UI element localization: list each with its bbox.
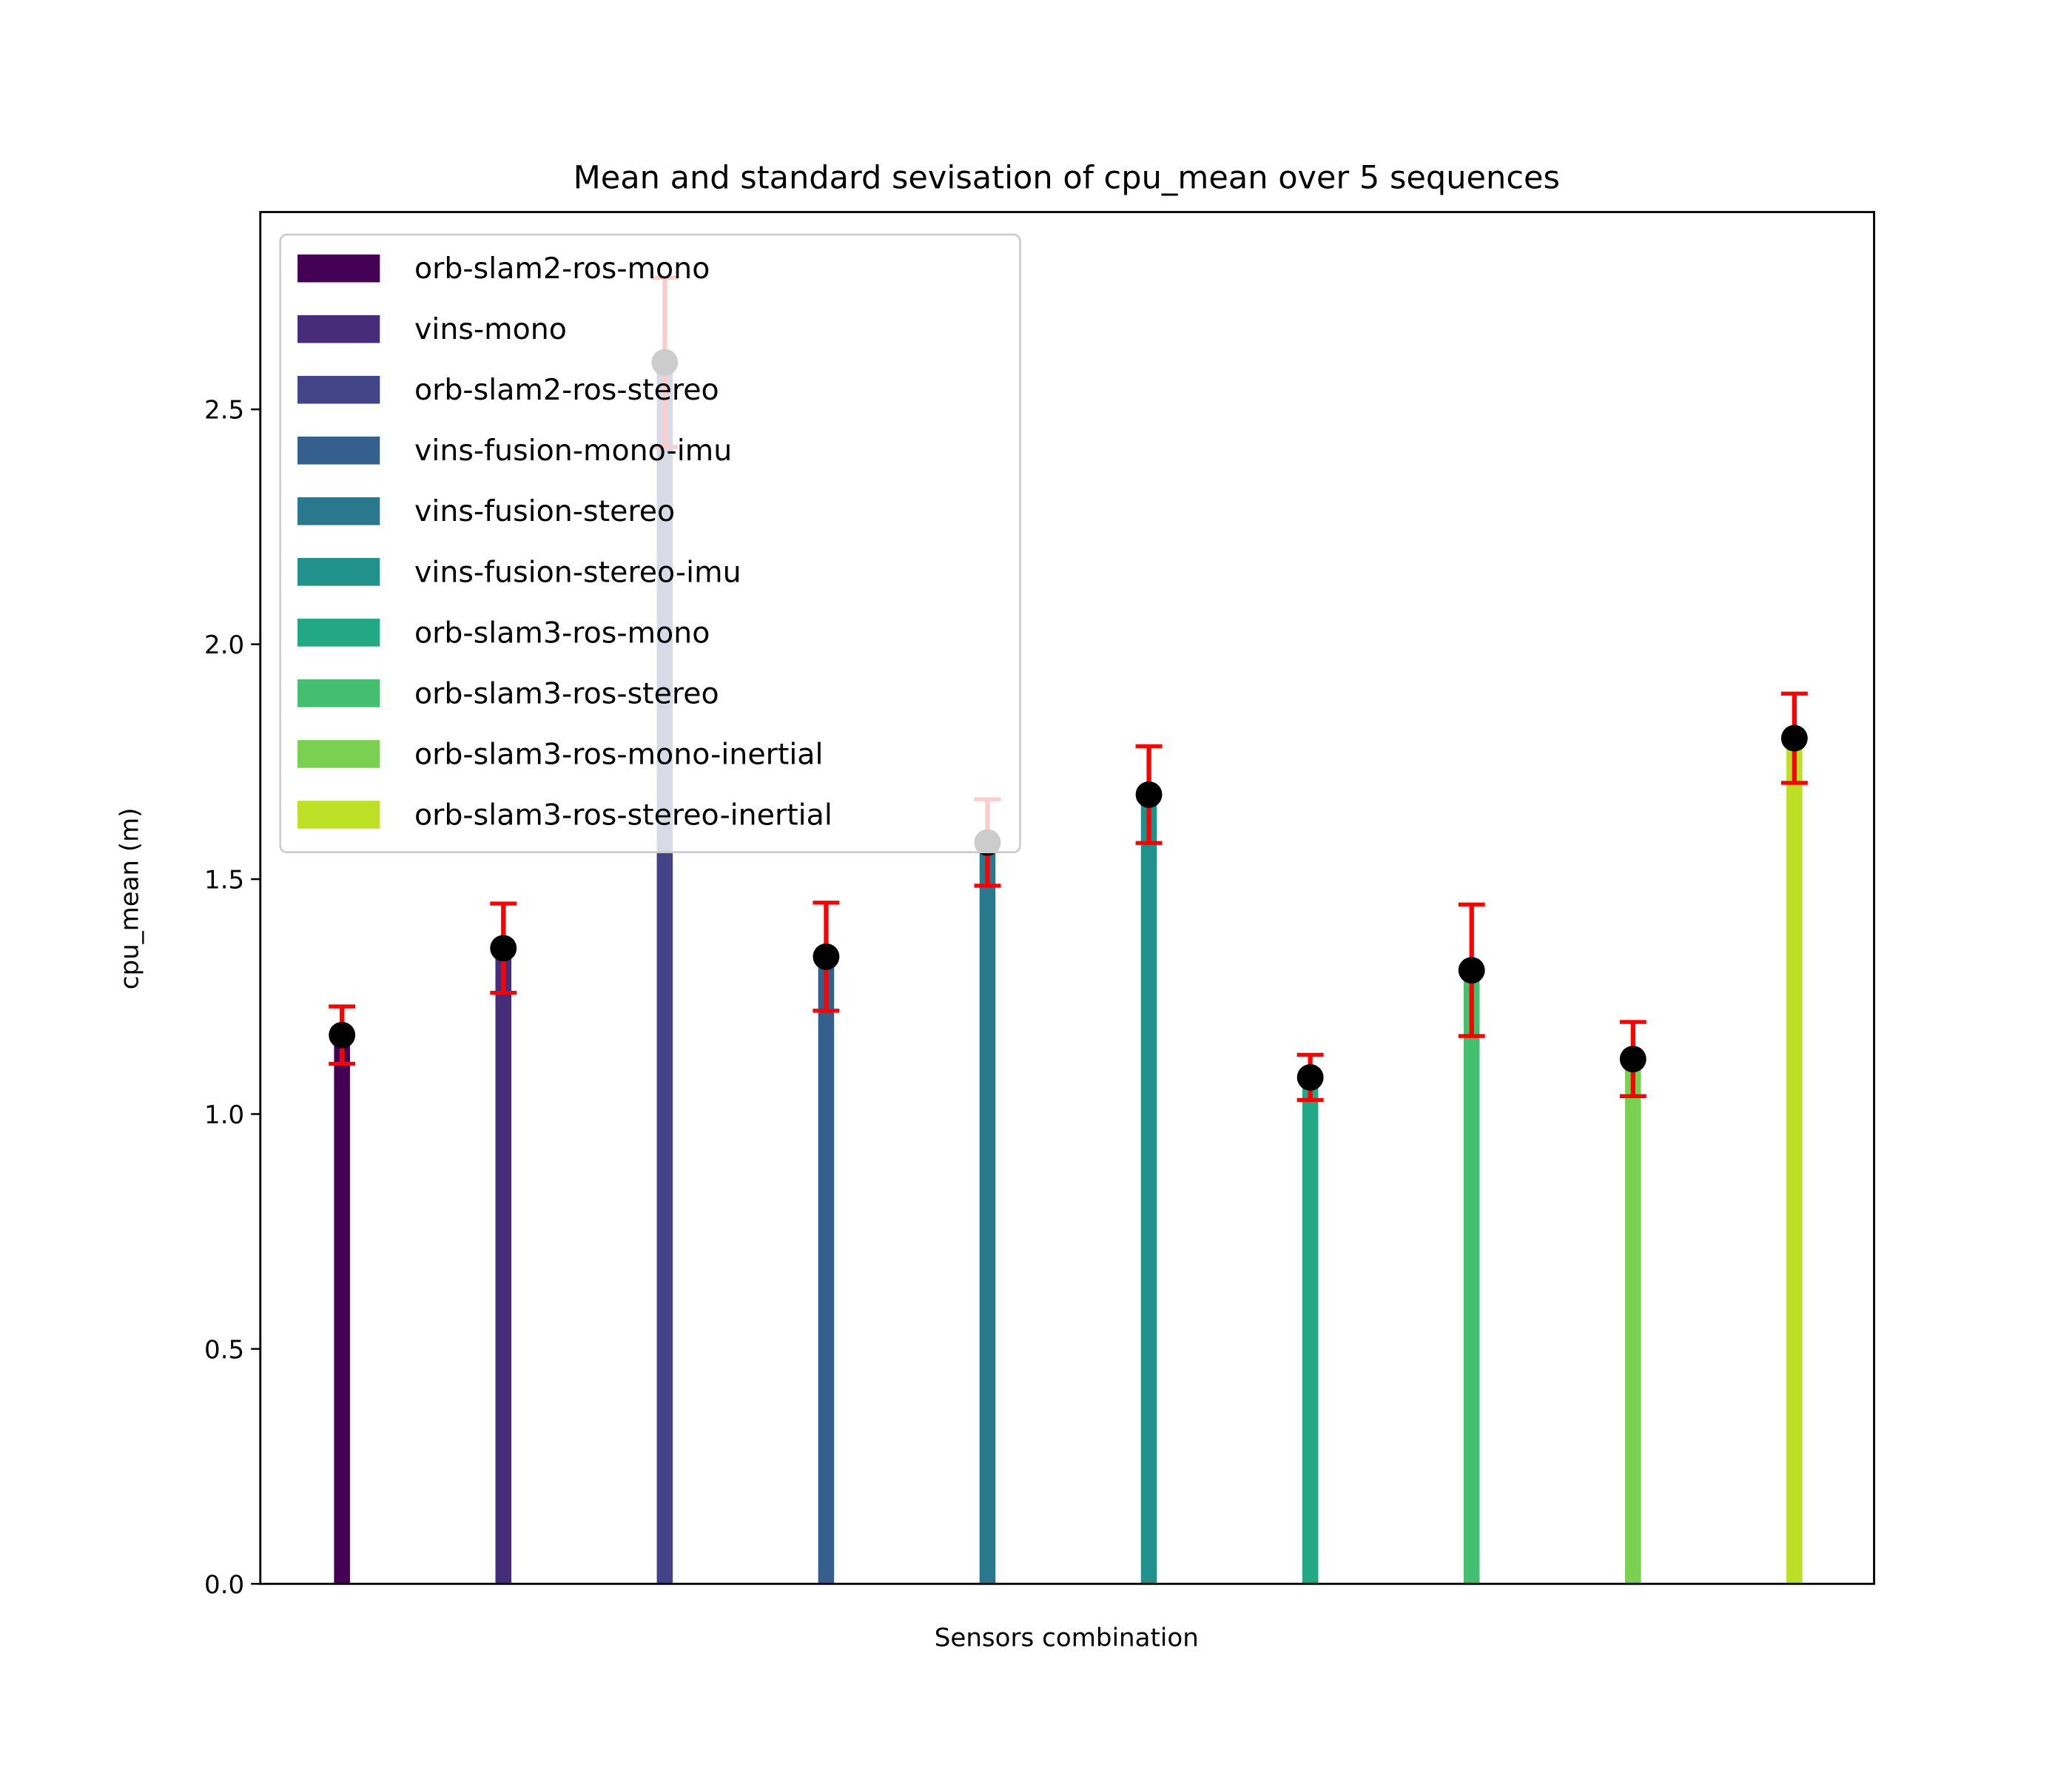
- legend-swatch: [297, 497, 380, 525]
- mean-marker: [1458, 957, 1485, 984]
- chart-title: Mean and standard sevisation of cpu_mean…: [574, 159, 1560, 196]
- legend-swatch: [297, 801, 380, 829]
- bar-orb-slam3-ros-stereo: [1463, 970, 1480, 1584]
- bar-vins-fusion-stereo-imu: [1140, 794, 1157, 1584]
- legend-label: orb-slam2-ros-mono: [414, 252, 710, 286]
- mean-marker: [1780, 724, 1808, 752]
- legend-label: orb-slam3-ros-mono-inertial: [414, 737, 823, 771]
- y-tick-label: 2.0: [204, 630, 244, 660]
- legend-swatch: [297, 679, 380, 707]
- bar-orb-slam2-ros-mono: [334, 1035, 350, 1584]
- mean-marker: [813, 943, 840, 970]
- legend-swatch: [297, 254, 380, 283]
- y-tick-label: 0.0: [204, 1570, 244, 1600]
- legend-box: [279, 233, 1021, 853]
- legend-swatch: [297, 375, 380, 404]
- bar-orb-slam3-ros-mono: [1302, 1077, 1319, 1584]
- legend-label: vins-fusion-stereo-imu: [414, 555, 741, 589]
- legend-swatch: [297, 436, 380, 465]
- y-tick-label: 0.5: [204, 1335, 244, 1365]
- bar-orb-slam3-ros-mono-inertial: [1625, 1059, 1641, 1584]
- y-tick-label: 1.5: [204, 866, 244, 895]
- mean-marker: [329, 1021, 356, 1049]
- legend-label: vins-fusion-stereo: [414, 494, 675, 528]
- legend-swatch: [297, 619, 380, 647]
- legend-label: orb-slam3-ros-mono: [414, 616, 710, 650]
- axes-frame: [259, 211, 1875, 1585]
- legend-label: orb-slam3-ros-stereo-inertial: [414, 798, 832, 832]
- bar-orb-slam3-ros-stereo-inertial: [1786, 738, 1803, 1584]
- x-axis-label: Sensors combination: [935, 1624, 1199, 1653]
- y-axis-label: cpu_mean (m): [115, 807, 145, 989]
- mean-marker: [490, 935, 517, 962]
- legend-swatch: [297, 314, 380, 343]
- legend-label: orb-slam2-ros-stereo: [414, 373, 719, 407]
- y-tick-label: 1.0: [204, 1100, 244, 1130]
- bar-vins-mono: [495, 948, 512, 1584]
- mean-marker: [1296, 1064, 1324, 1091]
- y-tick-label: 2.5: [204, 396, 244, 426]
- legend-label: orb-slam3-ros-stereo: [414, 676, 719, 710]
- bar-vins-fusion-stereo: [979, 842, 996, 1584]
- bar-vins-fusion-mono-imu: [818, 956, 835, 1584]
- legend-swatch: [297, 740, 380, 768]
- legend-swatch: [297, 558, 380, 586]
- legend-label: vins-fusion-mono-imu: [414, 434, 732, 468]
- mean-marker: [1135, 781, 1163, 808]
- mean-marker: [1619, 1046, 1646, 1073]
- legend-label: vins-mono: [414, 312, 567, 346]
